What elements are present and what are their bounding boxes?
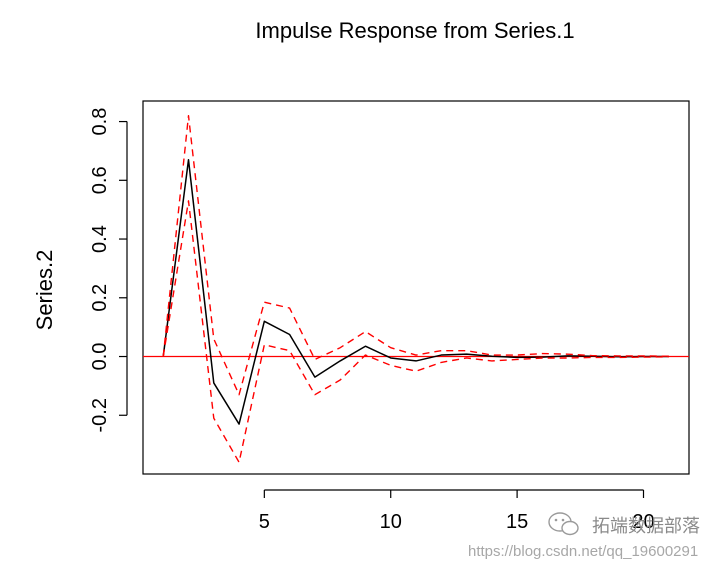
- upper-confidence-band: [162, 114, 669, 396]
- x-tick-label: 15: [506, 511, 528, 533]
- plot-frame: [142, 100, 690, 475]
- y-tick-label: 0.8: [89, 108, 111, 136]
- series-group: [162, 114, 669, 463]
- x-tick-label: 5: [259, 511, 270, 533]
- watermark: 拓端数据部落 https://blog.csdn.net/qq_19600291: [468, 512, 700, 560]
- irf-line: [162, 158, 669, 425]
- axes: 5 10 15 20 -0.2 0.0 0.2 0.4 0.6 0.8: [89, 108, 655, 533]
- x-tick-label: 20: [632, 511, 654, 533]
- lower-confidence-band: [162, 200, 669, 463]
- x-tick-label: 10: [380, 511, 402, 533]
- y-tick-label: 0.6: [89, 166, 111, 194]
- wechat-icon: [548, 512, 579, 536]
- y-tick-label: -0.2: [89, 398, 111, 432]
- y-axis-label: Series.2: [32, 250, 57, 331]
- y-tick-label: 0.4: [89, 225, 111, 253]
- y-tick-label: 0.0: [89, 343, 111, 371]
- watermark-url: https://blog.csdn.net/qq_19600291: [468, 543, 698, 560]
- y-tick-label: 0.2: [89, 284, 111, 312]
- chart-title: Impulse Response from Series.1: [255, 18, 574, 43]
- watermark-brand: 拓端数据部落: [592, 516, 700, 536]
